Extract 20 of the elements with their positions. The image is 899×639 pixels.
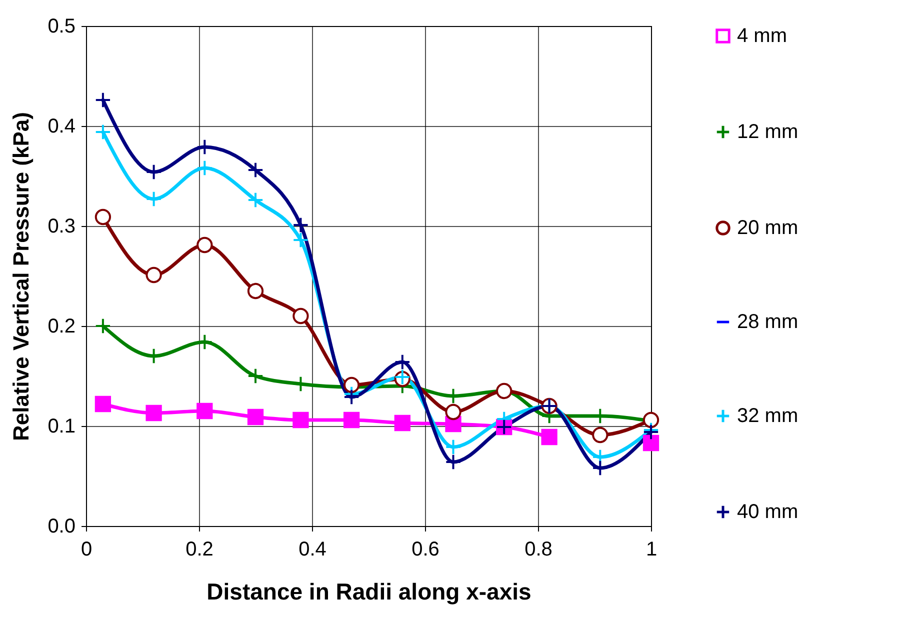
x-tick-label: 1 (646, 538, 658, 560)
y-tick-label: 0.1 (48, 416, 76, 438)
y-tick-label: 0.2 (48, 316, 76, 338)
y-tick-label: 0.0 (48, 516, 76, 538)
x-tick-label: 0.6 (412, 538, 440, 560)
x-tick-label: 0.4 (298, 538, 326, 560)
legend-label: 40 mm (737, 501, 798, 523)
x-axis-title: Distance in Radii along x-axis (206, 578, 532, 604)
x-tick-label: 0.8 (524, 538, 552, 560)
legend-label: 12 mm (737, 121, 798, 143)
x-tick-label: 0 (80, 538, 92, 560)
y-axis-title: Relative Vertical Pressure (kPa) (8, 112, 34, 441)
y-tick-label: 0.3 (48, 216, 76, 238)
y-tick-label: 0.4 (48, 116, 76, 138)
legend-label: 32 mm (737, 405, 798, 427)
legend-label: 28 mm (737, 311, 798, 333)
x-tick-label: 0.2 (186, 538, 214, 560)
legend-label: 4 mm (737, 25, 787, 47)
y-tick-label: 0.5 (48, 16, 76, 38)
legend-label: 20 mm (737, 217, 798, 239)
